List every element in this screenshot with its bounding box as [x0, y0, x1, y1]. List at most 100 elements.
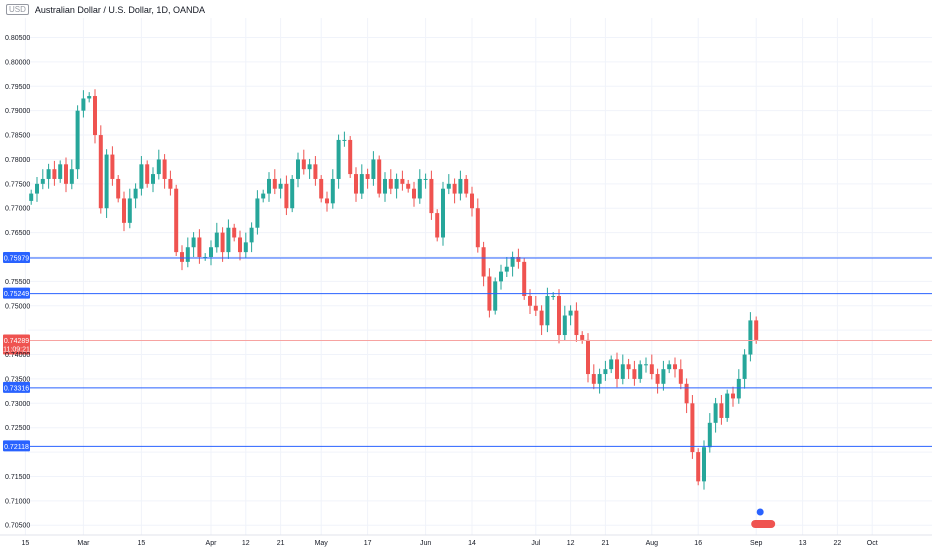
candle — [214, 222, 219, 253]
candle-body — [649, 364, 654, 375]
candle — [690, 395, 695, 459]
y-tick-label: 0.73000 — [5, 401, 30, 408]
candle-body — [586, 339, 590, 375]
candle-body — [580, 335, 585, 340]
candle-body — [528, 296, 532, 306]
candle-body — [377, 159, 382, 194]
candle — [35, 177, 39, 202]
y-tick-label: 0.74000 — [5, 352, 30, 359]
x-tick-label: 17 — [364, 540, 372, 547]
candle-body — [133, 188, 138, 199]
candle-body — [267, 178, 271, 194]
candle-body — [470, 193, 474, 209]
candle — [319, 175, 324, 203]
candle — [632, 360, 637, 386]
candle-body — [278, 183, 283, 189]
candle — [603, 360, 608, 381]
candle-body — [75, 110, 80, 170]
candle — [104, 149, 109, 218]
candle-body — [725, 393, 730, 418]
candle — [249, 222, 254, 253]
candle-body — [429, 178, 434, 214]
candle-body — [475, 208, 480, 248]
candle-body — [702, 447, 706, 482]
candle-body — [29, 193, 34, 201]
candle — [238, 230, 242, 261]
candle — [475, 198, 480, 253]
level-price-tag — [3, 381, 30, 393]
candle — [255, 190, 260, 235]
candle — [487, 268, 492, 318]
x-tick-label: Jun — [420, 540, 431, 547]
candle — [516, 248, 521, 269]
candle-body — [493, 281, 498, 311]
x-tick-label: Mar — [77, 540, 90, 547]
symbol-badge[interactable]: USD — [6, 4, 29, 15]
candle-body — [684, 383, 689, 404]
candle-body — [185, 247, 190, 262]
candle-body — [504, 266, 509, 272]
candle — [528, 289, 532, 315]
candle-body — [151, 174, 155, 184]
level-price-tag — [3, 287, 30, 299]
current-price-tag — [3, 334, 30, 355]
y-tick-label: 0.79500 — [5, 84, 30, 91]
candle — [417, 169, 422, 204]
y-tick-label: 0.77000 — [5, 206, 30, 213]
x-tick-label: 16 — [694, 540, 702, 547]
candle — [365, 168, 370, 189]
candle — [667, 360, 672, 374]
x-tick-label: 12 — [567, 540, 575, 547]
level-price-tag — [3, 440, 30, 452]
candle — [296, 152, 300, 188]
candle — [174, 184, 179, 257]
candle-body — [632, 369, 637, 379]
candle — [110, 146, 115, 186]
candle-body — [348, 139, 353, 175]
candle — [539, 305, 544, 336]
candle-body — [400, 178, 405, 184]
candle-body — [591, 374, 596, 384]
candle-body — [673, 364, 677, 370]
candle-body — [435, 213, 440, 238]
candle-body — [255, 198, 260, 228]
candle-body — [464, 178, 469, 194]
candle — [203, 253, 208, 261]
candle — [557, 289, 561, 344]
candle — [162, 154, 167, 189]
candle-body — [40, 178, 45, 184]
candle — [620, 354, 625, 385]
x-tick-label: May — [315, 540, 329, 547]
candle-body — [209, 247, 213, 257]
candle — [145, 160, 150, 188]
candle-body — [388, 178, 393, 189]
candle — [609, 355, 614, 374]
y-tick-label: 0.79000 — [5, 108, 30, 115]
y-tick-label: 0.78500 — [5, 133, 30, 140]
candle-body — [301, 159, 306, 170]
level-price-tag — [3, 252, 30, 264]
candle-body — [174, 188, 179, 253]
candle-body — [191, 237, 196, 248]
candle — [388, 169, 393, 195]
candle — [412, 181, 416, 207]
candle — [702, 440, 706, 490]
candle-body — [539, 310, 544, 326]
candle-body — [667, 364, 672, 370]
candle-body — [58, 164, 63, 179]
candle — [156, 149, 161, 180]
candle — [371, 151, 376, 186]
candle — [673, 357, 677, 378]
candle — [499, 264, 503, 290]
candle-body — [551, 296, 556, 298]
candle — [261, 189, 266, 203]
candle-body — [139, 164, 144, 189]
candle-body — [261, 193, 266, 199]
candle-body — [365, 174, 370, 179]
chart-title: Australian Dollar / U.S. Dollar, 1D, OAN… — [34, 4, 205, 15]
candle — [661, 360, 666, 391]
event-marker-icon — [756, 508, 764, 516]
candle-body — [638, 364, 643, 379]
candle — [325, 191, 329, 212]
